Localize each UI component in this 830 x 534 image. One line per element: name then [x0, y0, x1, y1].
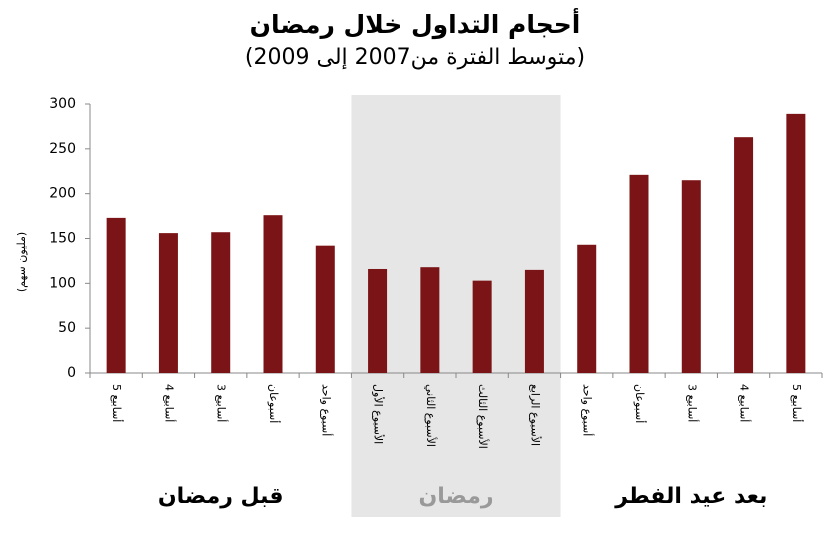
x-tick-label: الأسبوع الثاني [424, 384, 438, 447]
bar [106, 217, 126, 373]
y-tick-label: 50 [58, 320, 76, 336]
bar [472, 280, 492, 373]
bar [629, 174, 649, 373]
x-tick-label: الأسبوع الرابع [528, 384, 542, 446]
x-tick-label: أسبوعان [267, 384, 281, 423]
y-tick-label: 100 [49, 275, 76, 291]
bar [786, 113, 806, 373]
bar [420, 267, 440, 373]
group-label: رمضان [418, 484, 493, 509]
bar [524, 269, 544, 373]
bar [158, 233, 178, 373]
y-tick-label: 250 [49, 141, 76, 157]
bar [315, 245, 335, 373]
x-tick-label: 4 أسابيع [738, 384, 752, 422]
chart-subtitle: (متوسط الفترة من2007 إلى 2009) [245, 45, 585, 70]
y-tick-label: 0 [67, 365, 76, 381]
x-tick-label: الأسبوع الثالث [476, 384, 490, 449]
x-tick-label: أسبوعان [633, 384, 647, 423]
chart-title: أحجام التداول خلال رمضان [250, 8, 581, 40]
bar [263, 215, 283, 373]
x-tick-label: 4 أسابيع [162, 384, 176, 422]
x-tick-label: 3 أسابيع [215, 384, 229, 422]
group-label: بعد عيد الفطر [614, 484, 767, 509]
bar [734, 137, 754, 373]
group-label: قبل رمضان [158, 484, 284, 509]
x-tick-label: 3 أسابيع [685, 384, 699, 422]
y-axis-label: (مليون سهم) [15, 232, 28, 292]
y-tick-label: 200 [49, 186, 76, 202]
y-tick-label: 300 [49, 96, 76, 112]
bar [368, 268, 388, 373]
x-tick-label: أسبوع واحد [581, 384, 595, 436]
x-tick-label: أسبوع واحد [319, 384, 333, 436]
bar [577, 244, 597, 373]
x-tick-label: الأسبوع الأول [372, 384, 386, 444]
x-tick-label: 5 أسابيع [790, 384, 804, 422]
y-tick-label: 150 [49, 231, 76, 247]
x-tick-label: 5 أسابيع [110, 384, 124, 422]
bar [211, 232, 231, 373]
bar [681, 180, 701, 373]
